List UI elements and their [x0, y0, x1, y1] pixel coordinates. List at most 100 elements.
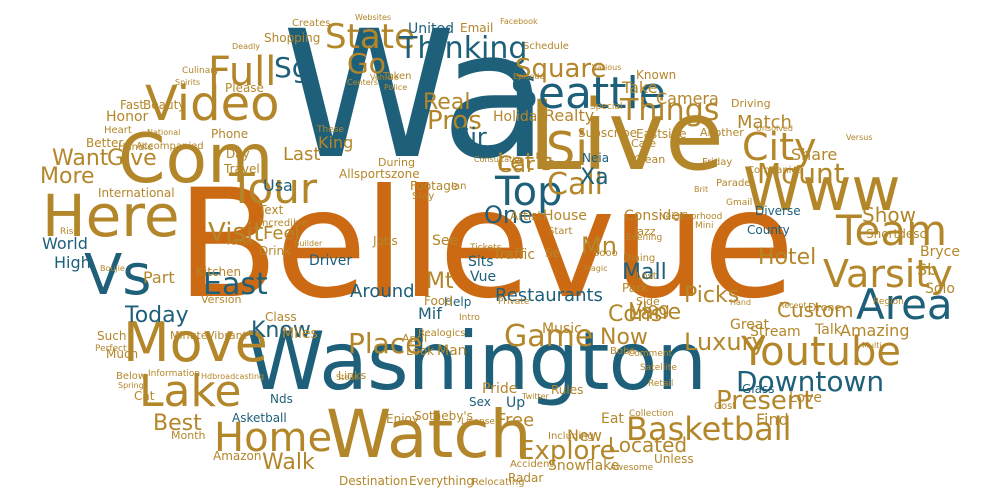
word-class: Class — [265, 310, 297, 324]
word-cafe: Cafe — [631, 137, 657, 150]
word-area: Area — [856, 280, 953, 329]
word-real: Real — [423, 90, 471, 115]
word-king: King — [318, 133, 354, 152]
word-www: Www — [743, 155, 901, 225]
word-usa: Usa — [263, 176, 293, 195]
word-downtown: Downtown — [736, 365, 885, 398]
word-new: New — [567, 426, 602, 445]
word-unsolved: Unsolved — [756, 124, 793, 133]
word-accompanied: Accompanied — [136, 141, 204, 152]
word-beauty: Beauty — [143, 98, 186, 112]
word-amazing: Amazing — [840, 321, 910, 340]
word-recent: Recent — [779, 301, 807, 310]
word-square: Square — [515, 54, 607, 84]
word-custom: Custom — [777, 298, 854, 322]
word-various: Various — [592, 63, 622, 72]
word-radar: Radar — [508, 471, 544, 485]
word-please: Please — [225, 81, 264, 95]
word-things: Things — [620, 93, 720, 128]
word-eastside: Eastside — [636, 127, 687, 141]
word-driving: Driving — [731, 97, 771, 110]
word-tickets: Tickets — [470, 243, 502, 253]
word-si: Si — [546, 122, 588, 176]
word-mt: Mt — [426, 269, 454, 294]
word-kitchen: Kitchen — [196, 265, 242, 279]
word-version: Version — [201, 293, 242, 306]
word-such: Such — [97, 329, 127, 343]
word-mall: Mall — [622, 260, 667, 285]
word-comment: Comment — [628, 349, 673, 359]
word-national: National — [147, 128, 181, 137]
word-explore: Explore — [518, 436, 616, 466]
word-phone: Phone — [211, 127, 249, 141]
word-asketball: Asketball — [232, 411, 287, 425]
word-perfect: Perfect — [95, 344, 127, 354]
word-amazon: Amazon — [213, 449, 262, 463]
word-special: Special — [590, 102, 623, 112]
word-se: Se — [545, 246, 560, 260]
word-links: Links — [338, 369, 367, 382]
word-present: Present — [716, 386, 814, 416]
word-region: Region — [873, 297, 904, 307]
word-cat: Cat — [134, 389, 155, 403]
word-stay: Stay — [412, 191, 435, 202]
word-house: House — [543, 208, 587, 224]
word-bellevue: Bellevue — [176, 158, 795, 332]
word-international: International — [98, 186, 175, 200]
word-united: United — [408, 21, 454, 37]
word-part: Part — [143, 268, 175, 287]
word-incredible: Incredible — [259, 218, 309, 229]
word-unless: Unless — [654, 452, 694, 466]
word-best: Best — [153, 411, 202, 436]
word-sooo: Sooo — [593, 248, 618, 259]
word-schedule: Schedule — [523, 41, 569, 52]
word-including: Including — [548, 431, 594, 442]
word-lake: Lake — [139, 366, 242, 417]
word-xa: Xa — [580, 165, 609, 190]
word-start: Start — [548, 226, 573, 237]
word-subscribe: Subscribe — [578, 126, 637, 140]
word-jazz: Jazz — [634, 225, 656, 238]
word-below: Below — [116, 371, 147, 382]
word-month: Month — [171, 429, 206, 442]
word-driver: Driver — [309, 253, 353, 269]
word-realogics: Realogics — [418, 328, 466, 339]
word-side: Side — [636, 295, 660, 308]
word-full: Full — [208, 49, 277, 95]
word-want: Want — [52, 146, 109, 171]
word-clean: Clean — [634, 153, 666, 166]
word-better: Better — [86, 136, 124, 150]
word-consultation: Consultation — [474, 155, 525, 164]
word-mini: Mini — [695, 221, 714, 231]
word-great: Great — [730, 317, 769, 333]
word-twitter: Twitter — [522, 392, 549, 401]
word-food: Food — [424, 294, 453, 308]
word-game: Game — [504, 319, 594, 354]
word-boba: Boba — [610, 346, 636, 357]
word-love: Love — [789, 390, 823, 406]
word-realty: Realty — [544, 106, 595, 125]
word-more: More — [40, 164, 95, 189]
word-accident: Accident — [510, 459, 554, 470]
word-versus: Versus — [846, 133, 873, 142]
word-watch: Watch — [326, 396, 532, 473]
word-sir: Sir — [455, 123, 487, 151]
word-wa: Wa — [282, 0, 549, 198]
word-email: Email — [460, 21, 494, 35]
word-awesome: Awesome — [610, 463, 654, 473]
word-shopping: Shopping — [264, 31, 321, 45]
word-mn: Mn — [581, 232, 617, 260]
word-here: Here — [42, 182, 180, 250]
word-steak: Steak — [336, 373, 359, 382]
word-one: One — [484, 201, 533, 229]
word-feel: Feel — [263, 223, 300, 244]
word-com: Com — [118, 120, 274, 199]
word-sb: Sb — [917, 260, 938, 279]
word-traffic: Traffic — [493, 247, 536, 263]
word-sothebys: Sotheby's — [414, 409, 473, 423]
word-look: Look — [406, 344, 435, 358]
word-websites: Websites — [355, 13, 392, 22]
word-gmail: Gmail — [726, 198, 753, 208]
word-magic: Magic — [584, 264, 608, 273]
